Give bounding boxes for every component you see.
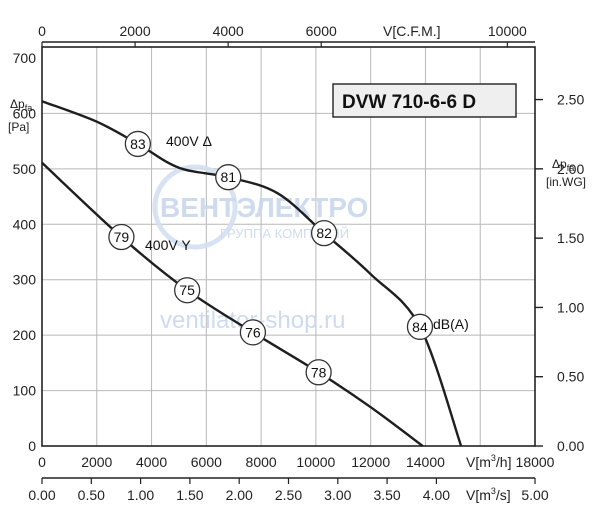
db-marker-label: 82: [316, 225, 332, 241]
left-axis-tick-label: 300: [13, 272, 37, 288]
bottom-axis-m3s-label: V[m3/s]: [466, 486, 511, 503]
bottom-axis-m3s-tick-label: 1.00: [127, 487, 154, 503]
bottom-axis-m3s-tick-label: 2.50: [275, 487, 302, 503]
db-marker-label: 78: [311, 364, 327, 380]
bottom-axis-m3h-tick-label: 10000: [296, 454, 335, 470]
right-axis-tick-label: 2.00: [557, 161, 584, 177]
bottom-axis-m3h-tick-label: 12000: [351, 454, 390, 470]
db-marker-circle: [108, 223, 135, 251]
right-axis-label-sub: fa: [567, 163, 575, 173]
left-axis: 700 600 500 400 300 200 100 0: [13, 50, 37, 454]
bottom-axis-m3h-tick-label: 6000: [191, 454, 222, 470]
db-marker-label: 84: [412, 319, 428, 335]
db-marker: 76: [239, 319, 267, 346]
left-axis-tick-label: 600: [13, 105, 37, 121]
db-marker: 75: [174, 277, 201, 304]
bottom-axis-m3h-tick-label: 18000: [516, 454, 555, 470]
db-marker-circle: [239, 319, 267, 346]
left-axis-tick-label: 0: [28, 438, 36, 454]
left-axis-label: Δpfa: [10, 97, 32, 113]
db-marker-label: 81: [220, 169, 236, 185]
db-marker: 83: [124, 130, 152, 158]
db-marker-label: 79: [114, 229, 130, 245]
bottom-axis-m3s-sup: 3: [491, 486, 496, 496]
watermark-brand: ВЕНТЭЛЕКТРО: [160, 192, 368, 223]
db-marker-circle: [215, 164, 242, 191]
right-axis: 2.50 2.00 1.50 1.00 0.50 0.00: [535, 92, 584, 454]
db-marker-label: 76: [245, 324, 261, 340]
series-label-400v-y: 400V Y: [145, 237, 191, 253]
bottom-axis-m3h-tick-label: 4000: [136, 454, 167, 470]
db-marker: 84: [406, 313, 434, 340]
right-axis-unit: [in.WG]: [546, 175, 586, 189]
bottom-axis-m3s-tick-label: 3.00: [324, 487, 351, 503]
series-line-400v-delta: [41, 100, 463, 447]
bottom-axis-m3s-tick-label: 4.00: [423, 487, 450, 503]
series-markers: 83 81 82 84 79 75 76 78: [108, 130, 434, 386]
db-marker-circle: [174, 277, 201, 304]
bottom-axis-m3s: 0.00 0.50 1.00 1.50 2.00 2.50 3.00 3.50 4.00 5.00: [28, 478, 549, 503]
series-curves: [41, 100, 463, 447]
right-axis-tick-label: 0.50: [557, 369, 584, 385]
top-axis-cfm-tick-label: 10000: [488, 23, 527, 39]
bottom-axis-m3h: 0 2000 4000 6000 8000 10000 12000 14000 18000: [38, 454, 555, 470]
bottom-axis-m3s-tick-label: 2.00: [226, 487, 253, 503]
top-axis-cfm: 0 2000 4000 6000 10000: [38, 23, 527, 47]
db-marker-label: 75: [179, 282, 195, 298]
title-box: DVW 710-6-6 D: [332, 83, 517, 118]
bottom-axis-m3h-sup: 3: [491, 453, 496, 463]
top-axis-cfm-tick-label: 0: [38, 23, 46, 39]
watermark-logo-icon: [152, 164, 238, 250]
bottom-axis-m3h-label: V[m3/h]: [466, 453, 511, 470]
db-marker-circle: [310, 220, 338, 247]
db-marker: 79: [108, 223, 135, 251]
right-axis-tick-label: 1.50: [557, 230, 584, 246]
bottom-axis-m3h-tick-label: 14000: [406, 454, 445, 470]
right-axis-tick-label: 1.00: [557, 299, 584, 315]
bottom-axis-m3h-tick-label: 2000: [81, 454, 112, 470]
top-axis-cfm-tick-label: 4000: [213, 23, 244, 39]
left-axis-tick-label: 700: [13, 50, 37, 66]
chart-title: DVW 710-6-6 D: [342, 92, 476, 113]
db-marker-circle: [406, 313, 434, 340]
plot-frame: [41, 46, 536, 447]
db-marker-circle: [124, 130, 152, 158]
top-axis-cfm-tick-label: 6000: [306, 23, 337, 39]
bottom-axis-m3s-tick-label: 1.50: [176, 487, 203, 503]
right-axis-label: Δpfa: [552, 157, 574, 173]
db-unit-label: dB(A): [433, 316, 469, 332]
top-axis-cfm-label: V[C.F.M.]: [383, 23, 441, 39]
bottom-axis-m3h-tick-label: 0: [38, 454, 46, 470]
db-marker: 81: [215, 164, 242, 191]
left-axis-tick-label: 400: [13, 216, 37, 232]
left-axis-unit: [Pa]: [8, 120, 29, 134]
series-label-400v-delta: 400V Δ: [166, 133, 212, 149]
db-marker: 82: [310, 220, 338, 247]
right-axis-tick-label: 0.00: [557, 438, 584, 454]
top-axis-cfm-tick-label: 2000: [119, 23, 150, 39]
left-axis-tick-label: 200: [13, 327, 37, 343]
bottom-axis-m3s-tick-label: 5.00: [521, 487, 548, 503]
bottom-axis-m3h-tick-label: 8000: [246, 454, 277, 470]
bottom-axis-m3s-tick-label: 0.00: [28, 487, 55, 503]
left-axis-label-sub: fa: [25, 103, 33, 113]
title-box-frame: [332, 83, 517, 118]
left-axis-tick-label: 500: [13, 161, 37, 177]
db-marker: 78: [305, 359, 332, 386]
db-marker-label: 83: [130, 136, 146, 152]
bottom-axis-m3s-tick-label: 3.50: [373, 487, 400, 503]
bottom-axis-m3s-tick-label: 0.50: [78, 487, 105, 503]
left-axis-tick-label: 100: [13, 383, 37, 399]
right-axis-tick-label: 2.50: [557, 92, 584, 108]
db-marker-circle: [305, 359, 332, 386]
